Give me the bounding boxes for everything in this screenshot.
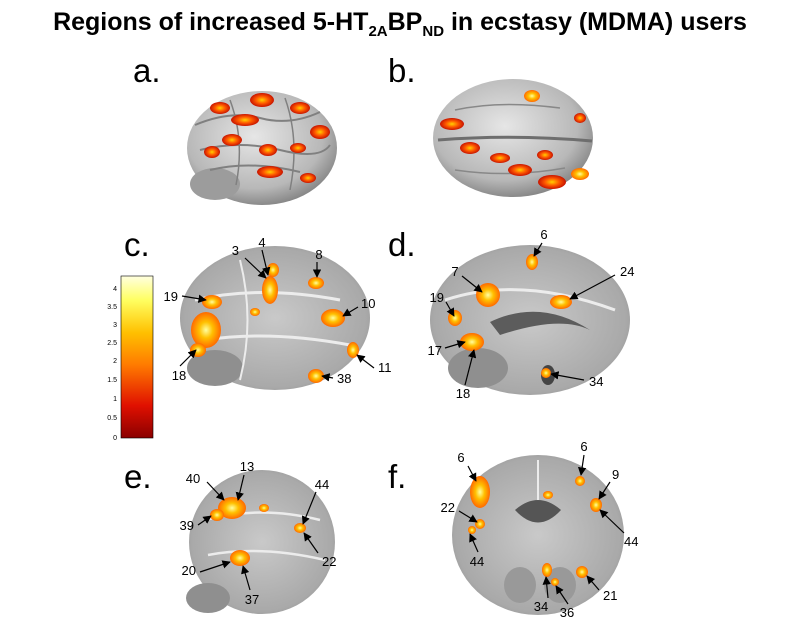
region-label: 18 (456, 386, 470, 401)
brain-panel-e (186, 470, 335, 614)
annotation-arrows (179, 242, 625, 605)
region-label: 34 (589, 374, 603, 389)
panel-label-e: e. (124, 458, 152, 495)
colorbar-tick: 3.5 (107, 304, 117, 311)
brain-panel-f (452, 455, 624, 615)
colorbar-tick: 2.5 (107, 340, 117, 347)
region-label: 7 (451, 264, 458, 279)
region-label: 22 (441, 500, 455, 515)
region-label: 44 (624, 534, 638, 549)
region-label: 4 (258, 235, 265, 250)
colorbar-tick: 3 (113, 322, 117, 329)
brain-panel-b (433, 79, 593, 197)
region-label: 19 (430, 290, 444, 305)
colorbar-tick: 0 (113, 435, 117, 442)
region-label: 10 (361, 296, 375, 311)
region-label: 6 (540, 227, 547, 242)
region-label: 37 (245, 592, 259, 607)
figure-title: Regions of increased 5-HT2ABPND in ecsta… (53, 8, 747, 40)
region-label: 36 (560, 605, 574, 620)
region-label: 18 (172, 368, 186, 383)
colorbar-tick: 1 (113, 396, 117, 403)
region-label: 44 (470, 554, 484, 569)
region-label: 21 (603, 588, 617, 603)
region-label: 11 (378, 360, 392, 375)
region-label: 39 (180, 518, 194, 533)
panel-label-c: c. (124, 226, 150, 263)
region-label: 38 (337, 371, 351, 386)
region-label: 17 (428, 343, 442, 358)
region-label: 40 (186, 471, 200, 486)
region-label: 8 (315, 247, 322, 262)
colorbar-tick: 4 (113, 286, 117, 293)
region-label: 24 (620, 264, 634, 279)
panel-label-d: d. (388, 226, 416, 263)
brain-panel-c (180, 246, 370, 390)
colorbar-tick: 1.5 (107, 377, 117, 384)
region-label: 19 (164, 289, 178, 304)
region-label: 34 (534, 599, 548, 614)
panel-label-f: f. (388, 458, 407, 495)
region-label: 20 (182, 563, 196, 578)
region-label: 3 (232, 243, 239, 258)
region-label: 44 (315, 477, 329, 492)
region-label: 6 (580, 439, 587, 454)
colorbar-tick: 0.5 (107, 415, 117, 422)
region-label: 6 (457, 450, 464, 465)
panel-label-a: a. (133, 52, 161, 89)
region-label: 9 (612, 467, 619, 482)
region-label: 13 (240, 459, 254, 474)
colorbar: 4 3.5 3 2.5 2 1.5 1 0.5 0 (107, 275, 154, 442)
panel-label-b: b. (388, 52, 416, 89)
brain-panel-a (187, 91, 337, 205)
region-label: 22 (322, 554, 336, 569)
colorbar-tick: 2 (113, 358, 117, 365)
brain-panel-d (430, 245, 630, 395)
